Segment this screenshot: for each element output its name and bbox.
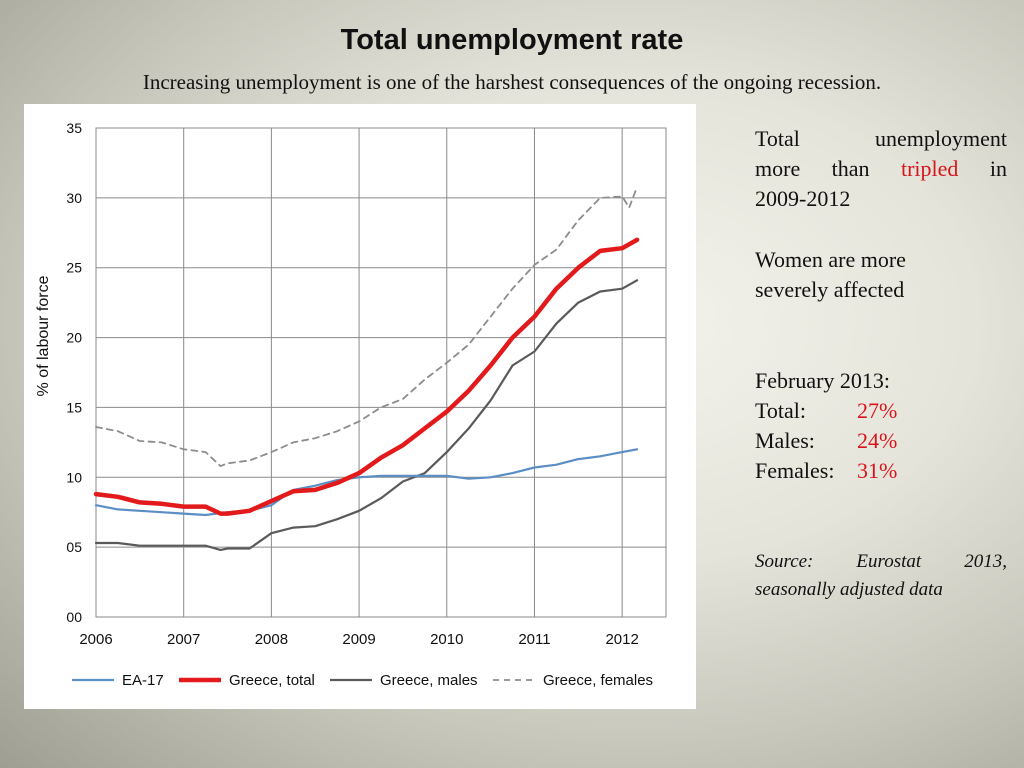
- legend-label: Greece, males: [380, 672, 478, 689]
- x-tick-label: 2012: [605, 631, 638, 648]
- y-tick-label: 20: [66, 330, 82, 346]
- february-heading: February 2013:: [755, 368, 891, 393]
- page-title: Total unemployment rate: [340, 24, 684, 56]
- y-axis-label: % of labour force: [35, 275, 52, 396]
- note-highlight: tripled: [900, 156, 959, 181]
- x-tick-label: 2007: [167, 631, 200, 648]
- stat-value: 24%: [857, 428, 898, 453]
- y-tick-label: 30: [66, 190, 82, 206]
- x-tick-label: 2009: [342, 631, 375, 648]
- women-note-line-1: Women are more: [755, 247, 906, 272]
- x-tick-label: 2006: [79, 631, 112, 648]
- plot-area-border: [95, 127, 667, 618]
- stat-row-total: Total: 27%: [755, 396, 1007, 426]
- source-line-1: Source: Eurostat 2013,: [755, 551, 1007, 572]
- source-line-2: seasonally adjusted data: [755, 579, 943, 600]
- chart-panel: % of labour force 00 05 10 15 20 25 30 35 2006 20…: [24, 104, 696, 709]
- legend-label: EA-17: [122, 672, 164, 689]
- series-line-greece-females: [95, 185, 638, 468]
- y-tick-label: 10: [66, 469, 82, 485]
- stat-label: Females:: [755, 458, 835, 483]
- stat-label: Males:: [755, 428, 815, 453]
- note-text-post: in: [989, 156, 1007, 181]
- note-line-1: Total unemployment: [755, 126, 1007, 151]
- legend-label: Greece, females: [543, 672, 653, 689]
- series-line-greece-total: [93, 237, 640, 516]
- y-tick-label: 15: [66, 399, 82, 415]
- x-tick-label: 2011: [518, 631, 550, 648]
- note-line-2: more than tripled in: [755, 154, 1007, 184]
- legend-label: Greece, total: [229, 672, 315, 689]
- note-line-3: 2009-2012: [755, 186, 851, 211]
- stat-value: 31%: [857, 458, 898, 483]
- stat-row-males: Males: 24%: [755, 426, 1007, 456]
- y-tick-label: 00: [66, 609, 82, 625]
- side-panel: Total unemployment more than tripled in …: [755, 124, 1007, 604]
- page-subtitle: Increasing unemployment is one of the ha…: [142, 70, 882, 94]
- y-tick-label: 25: [66, 260, 82, 276]
- series-line-greece-males: [94, 279, 639, 551]
- unemployment-line-chart: % of labour force 00 05 10 15 20 25 30 35 2006 20…: [35, 120, 667, 689]
- series-line-ea-17: [94, 448, 639, 517]
- women-note-line-2: severely affected: [755, 277, 905, 302]
- stat-value: 27%: [857, 398, 898, 423]
- y-tick-label: 35: [66, 120, 82, 136]
- x-tick-label: 2010: [430, 631, 463, 648]
- y-tick-label: 05: [66, 539, 82, 555]
- stat-label: Total:: [755, 398, 807, 423]
- note-text-pre: more than: [755, 156, 870, 181]
- stat-row-females: Females: 31%: [755, 456, 1007, 486]
- x-tick-label: 2008: [255, 631, 288, 648]
